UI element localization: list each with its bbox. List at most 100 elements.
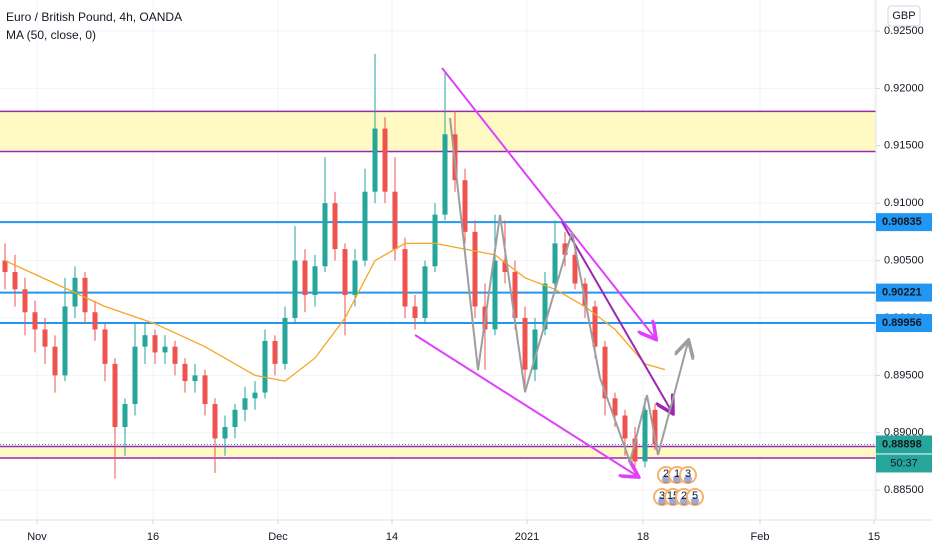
- candle-body: [362, 191, 368, 261]
- x-tick-label: 16: [147, 531, 159, 543]
- candle-body: [232, 409, 238, 428]
- event-flag: [684, 475, 692, 483]
- candle-body: [552, 243, 558, 284]
- candle-body: [612, 398, 618, 416]
- countdown-box: [876, 454, 932, 473]
- candle-body: [512, 272, 518, 318]
- candle-body: [392, 191, 398, 250]
- event-flag: [680, 497, 688, 505]
- countdown-label: 50:37: [890, 457, 918, 469]
- candle-body: [322, 203, 328, 267]
- event-flag: [662, 475, 670, 483]
- candle-body: [152, 335, 158, 353]
- event-count: 3: [685, 468, 691, 480]
- candle-body: [432, 214, 438, 267]
- candle-body: [382, 128, 388, 192]
- candle-body: [22, 289, 28, 313]
- event-flag: [658, 497, 666, 505]
- candle-body: [562, 243, 568, 255]
- event-count: 1: [674, 468, 680, 480]
- candle-body: [2, 260, 8, 273]
- candle-body: [102, 329, 108, 364]
- candle-body: [312, 266, 318, 296]
- y-tick-label: 0.92500: [884, 25, 924, 37]
- candle-body: [202, 375, 208, 405]
- candle-body: [542, 283, 548, 330]
- candle-body: [82, 277, 88, 313]
- candle-body: [272, 340, 278, 364]
- candle-body: [532, 329, 538, 370]
- candle-body: [12, 272, 18, 290]
- candle-body: [132, 346, 138, 405]
- candle-body: [32, 312, 38, 330]
- candle-body: [192, 375, 198, 382]
- candle-body: [372, 128, 378, 192]
- grid-layer: [0, 0, 876, 520]
- currency-label: GBP: [892, 10, 915, 22]
- event-count: 2: [663, 468, 669, 480]
- y-tick-label: 0.89500: [884, 369, 924, 381]
- candle-body: [402, 249, 408, 307]
- candle-body: [182, 363, 188, 382]
- event-count: 3: [659, 490, 665, 502]
- candle-body: [632, 438, 638, 462]
- price-label: 0.90835: [882, 216, 922, 228]
- candle-body: [642, 409, 648, 462]
- candle-body: [212, 404, 218, 439]
- y-tick-label: 0.92000: [884, 82, 924, 94]
- x-tick-label: 2021: [515, 531, 539, 543]
- x-tick-label: Dec: [268, 531, 288, 543]
- price-label: 0.90221: [882, 287, 922, 299]
- zone: [0, 446, 876, 459]
- event-flag: [691, 497, 699, 505]
- price-label-box: [876, 283, 932, 302]
- candle-body: [62, 306, 68, 376]
- candle-body: [282, 317, 288, 364]
- pattern-line: [449, 117, 659, 466]
- candle-body: [42, 329, 48, 347]
- candle-body: [172, 346, 178, 364]
- projection-arrow: [657, 342, 688, 456]
- time-axis: [0, 520, 932, 550]
- zone: [0, 111, 876, 152]
- last-price-label: 0.88898: [882, 438, 922, 450]
- candle-body: [462, 180, 468, 232]
- y-tick-label: 0.90500: [884, 254, 924, 266]
- candle-body: [242, 398, 248, 410]
- candle-body: [592, 306, 598, 347]
- event-count: 5: [692, 490, 698, 502]
- currency-button[interactable]: [887, 5, 921, 27]
- candle-body: [472, 231, 478, 307]
- price-label-box: [876, 213, 932, 232]
- candle-body: [332, 203, 338, 250]
- moving-average: [4, 242, 666, 382]
- candles-layer: 2 1 33 15 2 5: [2, 53, 704, 506]
- x-tick-label: 14: [386, 531, 398, 543]
- x-tick-label: Feb: [751, 531, 770, 543]
- candle-body: [502, 260, 508, 273]
- candle-body: [262, 340, 268, 393]
- candle-body: [122, 404, 128, 428]
- trend-line: [561, 221, 672, 412]
- candle-body: [162, 346, 168, 353]
- trend-line: [414, 334, 637, 476]
- candle-body: [442, 134, 448, 215]
- x-tick-label: Nov: [27, 531, 47, 543]
- event-flag: [669, 497, 677, 505]
- price-label: 0.89956: [882, 317, 922, 329]
- candle-body: [422, 266, 428, 318]
- event-flag: [673, 475, 681, 483]
- x-tick-label: 18: [637, 531, 649, 543]
- candle-body: [92, 312, 98, 330]
- candle-body: [492, 260, 498, 330]
- zones-layer: [0, 110, 876, 459]
- candle-body: [302, 260, 308, 296]
- y-tick-label: 0.88500: [884, 484, 924, 496]
- drawings: [414, 67, 688, 476]
- candle-body: [352, 260, 358, 296]
- chart-title: Euro / British Pound, 4h, OANDA: [6, 10, 182, 24]
- candle-body: [52, 346, 58, 376]
